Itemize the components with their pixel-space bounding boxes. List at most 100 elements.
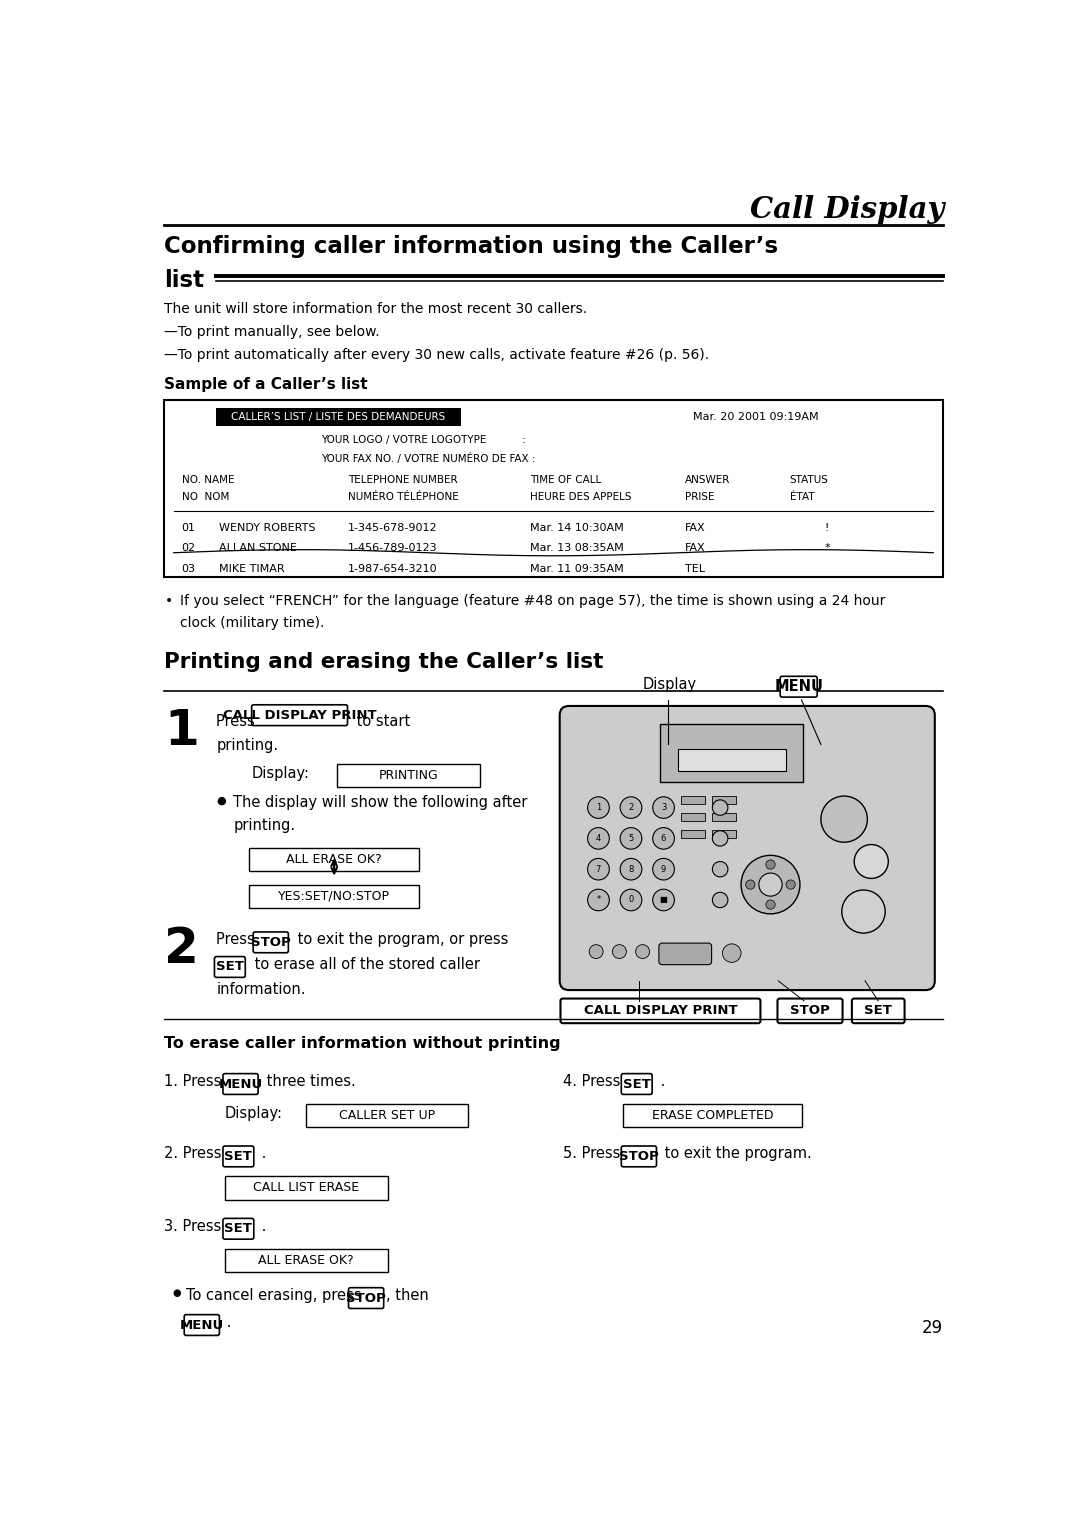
FancyBboxPatch shape: [253, 932, 288, 952]
Text: •: •: [164, 594, 173, 609]
Text: 01: 01: [181, 523, 195, 533]
Text: Press: Press: [216, 714, 260, 728]
Text: clock (military time).: clock (military time).: [180, 617, 324, 630]
Text: YOUR FAX NO. / VOTRE NUMÉRO DE FAX :: YOUR FAX NO. / VOTRE NUMÉRO DE FAX :: [321, 453, 536, 464]
Text: 5. Press: 5. Press: [563, 1146, 625, 1161]
Text: *: *: [596, 896, 600, 905]
FancyBboxPatch shape: [222, 1074, 258, 1094]
FancyBboxPatch shape: [852, 998, 905, 1024]
Text: three times.: three times.: [262, 1074, 356, 1090]
Circle shape: [741, 856, 800, 914]
Text: 1-987-654-3210: 1-987-654-3210: [348, 565, 437, 574]
Text: MENU: MENU: [179, 1318, 224, 1332]
Text: Mar. 11 09:35AM: Mar. 11 09:35AM: [530, 565, 624, 574]
Text: MENU: MENU: [774, 679, 823, 694]
Text: Confirming caller information using the Caller’s: Confirming caller information using the …: [164, 235, 779, 258]
Text: .: .: [257, 1146, 267, 1161]
Text: Sample of a Caller’s list: Sample of a Caller’s list: [164, 377, 368, 392]
Circle shape: [713, 893, 728, 908]
Text: MIKE TIMAR: MIKE TIMAR: [218, 565, 284, 574]
Text: 3. Press: 3. Press: [164, 1219, 227, 1233]
Text: ALL ERASE OK?: ALL ERASE OK?: [258, 1254, 354, 1267]
Text: PRISE: PRISE: [685, 491, 715, 502]
Text: PRINTING: PRINTING: [378, 769, 438, 781]
Text: , then: , then: [387, 1288, 429, 1303]
Text: 2: 2: [629, 803, 634, 812]
Text: .: .: [257, 1219, 267, 1233]
Bar: [713, 813, 735, 821]
Text: TEL: TEL: [685, 565, 705, 574]
Text: 6: 6: [661, 833, 666, 842]
Text: 9: 9: [661, 865, 666, 874]
Bar: [225, 1248, 388, 1271]
Text: 2. Press: 2. Press: [164, 1146, 227, 1161]
Text: If you select “FRENCH” for the language (feature #48 on page 57), the time is sh: If you select “FRENCH” for the language …: [180, 594, 886, 609]
Text: !: !: [825, 523, 829, 533]
Text: information.: information.: [216, 981, 306, 996]
Text: printing.: printing.: [216, 739, 279, 754]
FancyBboxPatch shape: [185, 1314, 219, 1335]
Text: NO. NAME: NO. NAME: [181, 475, 234, 485]
Text: FAX: FAX: [685, 523, 706, 533]
Text: Display:: Display:: [225, 1106, 283, 1122]
Text: 03: 03: [181, 565, 195, 574]
Text: YOUR LOGO / VOTRE LOGOTYPE           :: YOUR LOGO / VOTRE LOGOTYPE :: [321, 435, 526, 446]
Text: NUMÉRO TÉLÉPHONE: NUMÉRO TÉLÉPHONE: [348, 491, 459, 502]
Text: ●: ●: [216, 795, 226, 806]
Text: TIME OF CALL: TIME OF CALL: [530, 475, 602, 485]
Text: MENU: MENU: [218, 1077, 262, 1091]
Text: STOP: STOP: [619, 1151, 659, 1163]
Circle shape: [588, 797, 609, 818]
Text: Display:: Display:: [252, 766, 309, 781]
Text: Printing and erasing the Caller’s list: Printing and erasing the Caller’s list: [164, 652, 604, 671]
Text: 0: 0: [629, 896, 634, 905]
Text: 8: 8: [629, 865, 634, 874]
Text: STOP: STOP: [347, 1291, 386, 1305]
Bar: [216, 407, 460, 426]
Text: list: list: [164, 269, 204, 291]
FancyBboxPatch shape: [222, 1146, 254, 1167]
Text: —To print automatically after every 30 new calls, activate feature #26 (p. 56).: —To print automatically after every 30 n…: [164, 348, 710, 362]
Text: 1-456-789-0123: 1-456-789-0123: [348, 543, 437, 554]
FancyBboxPatch shape: [215, 957, 245, 977]
FancyBboxPatch shape: [780, 676, 818, 697]
Circle shape: [590, 945, 603, 958]
Bar: [164, 400, 943, 577]
Circle shape: [620, 859, 642, 881]
Text: TELEPHONE NUMBER: TELEPHONE NUMBER: [348, 475, 458, 485]
Circle shape: [766, 861, 775, 870]
Text: 4. Press: 4. Press: [563, 1074, 625, 1090]
Text: ERASE COMPLETED: ERASE COMPLETED: [651, 1109, 773, 1122]
Text: Display: Display: [643, 676, 697, 691]
Circle shape: [841, 890, 886, 932]
Text: To erase caller information without printing: To erase caller information without prin…: [164, 1036, 562, 1050]
Circle shape: [713, 830, 728, 845]
Text: to start: to start: [352, 714, 410, 728]
FancyBboxPatch shape: [659, 943, 712, 964]
Bar: [681, 813, 704, 821]
Text: Mar. 14 10:30AM: Mar. 14 10:30AM: [530, 523, 624, 533]
Text: 5: 5: [629, 833, 634, 842]
Bar: [623, 1103, 801, 1128]
Bar: [337, 763, 480, 787]
Circle shape: [636, 945, 649, 958]
Bar: [248, 847, 419, 871]
Text: To cancel erasing, press: To cancel erasing, press: [186, 1288, 366, 1303]
FancyBboxPatch shape: [661, 723, 804, 783]
Circle shape: [713, 862, 728, 877]
Circle shape: [821, 797, 867, 842]
Bar: [713, 797, 735, 804]
Text: ●: ●: [172, 1288, 180, 1299]
Text: HEURE DES APPELS: HEURE DES APPELS: [530, 491, 632, 502]
Text: CALL DISPLAY PRINT: CALL DISPLAY PRINT: [222, 708, 377, 722]
Text: WENDY ROBERTS: WENDY ROBERTS: [218, 523, 315, 533]
Circle shape: [786, 881, 795, 890]
Text: 02: 02: [181, 543, 195, 554]
Text: Press: Press: [216, 932, 260, 948]
Bar: [225, 1177, 388, 1199]
Text: printing.: printing.: [233, 818, 296, 833]
Circle shape: [652, 827, 674, 848]
Text: STOP: STOP: [251, 935, 291, 949]
Text: to exit the program, or press: to exit the program, or press: [293, 932, 508, 948]
Circle shape: [652, 890, 674, 911]
